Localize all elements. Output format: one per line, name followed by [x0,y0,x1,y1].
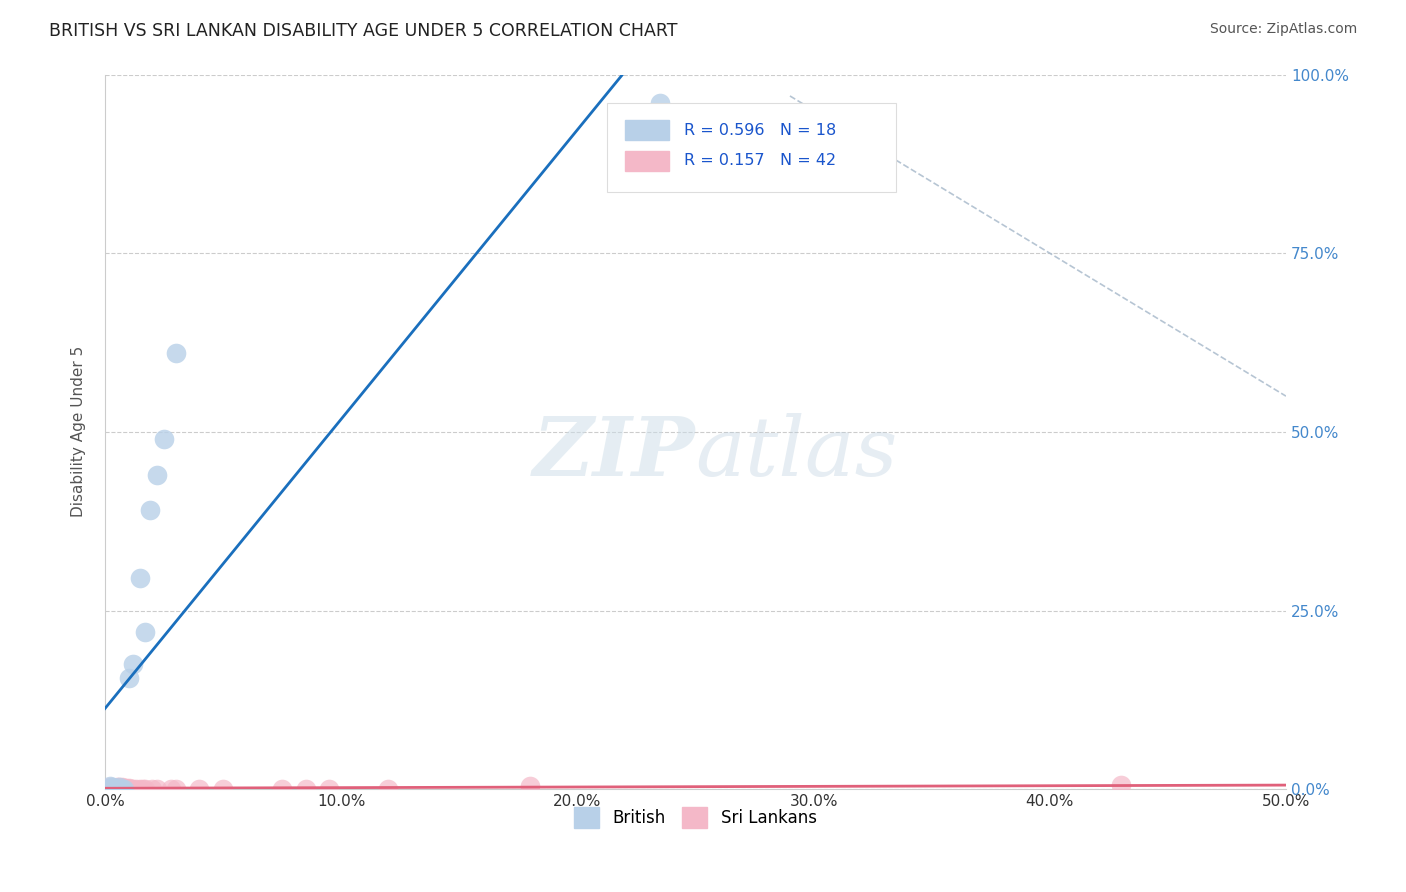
FancyBboxPatch shape [607,103,896,193]
Point [103,781,125,796]
Point [117,672,139,686]
Point [129,781,152,796]
Point [134,625,156,640]
Point [117,781,139,796]
Point [141,781,163,796]
Point [134,781,156,796]
Point [101,781,124,796]
Point [96,781,118,796]
Point [112,781,135,796]
Point [101,780,124,794]
Point [122,657,145,672]
Point [165,346,187,360]
Point [103,780,125,795]
Text: atlas: atlas [696,413,898,493]
Point [108,780,131,794]
Point [519,780,541,794]
Point [98,779,121,793]
Point [160,781,183,796]
Point [271,781,294,796]
Point [98,780,121,795]
Point [125,781,148,796]
Point [122,781,145,796]
FancyBboxPatch shape [624,120,669,140]
Point [110,781,132,796]
Point [129,571,152,585]
Point [105,780,128,794]
Point [117,780,139,795]
Point [377,781,399,796]
Legend: British, Sri Lankans: British, Sri Lankans [568,801,824,835]
Point [146,781,169,796]
Y-axis label: Disability Age Under 5: Disability Age Under 5 [72,346,86,517]
Point [115,780,138,795]
Point [112,781,135,796]
Point [108,781,131,796]
Point [139,503,162,517]
Text: ZIP: ZIP [533,413,696,493]
Point [108,780,131,794]
Point [112,780,135,795]
Point [105,781,128,796]
Point [110,780,132,795]
Text: R = 0.596   N = 18: R = 0.596 N = 18 [683,123,837,137]
Point [165,781,187,796]
Point [153,432,176,446]
Point [101,780,124,795]
Point [105,781,128,796]
Point [146,467,169,482]
Point [212,781,235,796]
Point [1109,778,1132,792]
FancyBboxPatch shape [624,151,669,171]
Point [110,781,132,796]
Point [110,780,132,794]
Point [98,780,121,794]
Point [105,780,128,795]
Point [98,780,121,795]
Text: Source: ZipAtlas.com: Source: ZipAtlas.com [1209,22,1357,37]
Point [101,781,124,796]
Point [115,781,138,796]
Point [96,780,118,795]
Point [188,781,211,796]
Text: BRITISH VS SRI LANKAN DISABILITY AGE UNDER 5 CORRELATION CHART: BRITISH VS SRI LANKAN DISABILITY AGE UND… [49,22,678,40]
Point [318,781,340,796]
Point [120,781,142,796]
Point [294,781,316,796]
Point [648,96,671,111]
Point [103,780,125,795]
Point [98,781,121,796]
Point [108,780,131,795]
Point [132,781,155,796]
Text: R = 0.157   N = 42: R = 0.157 N = 42 [683,153,835,169]
